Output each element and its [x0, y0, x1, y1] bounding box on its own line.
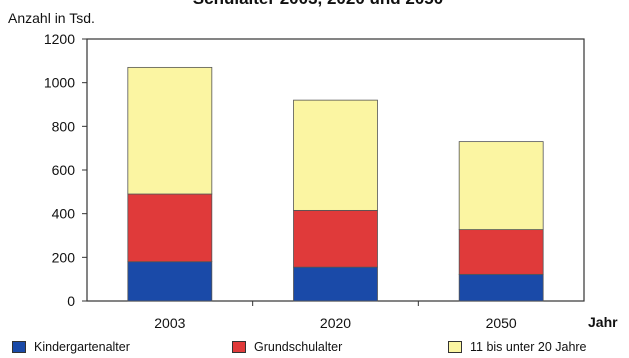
legend-swatch [232, 341, 246, 353]
legend-swatch [12, 341, 26, 353]
legend-label: Grundschulalter [254, 340, 343, 354]
bar-segment-2050-series-2 [458, 141, 544, 231]
chart-title: Schulalter 2003, 2020 und 2050 [193, 0, 443, 8]
y-tick-label: 200 [52, 249, 76, 265]
bar-segment-2020-series-2 [293, 99, 378, 211]
y-tick-label: 0 [67, 293, 75, 309]
bar-segment-2020-series-1 [293, 209, 378, 268]
y-tick-label: 1000 [44, 75, 75, 91]
y-tick-label: 1200 [44, 31, 75, 47]
legend-item-kindergartenalter: Kindergartenalter [12, 340, 130, 354]
legend-label: 11 bis unter 20 Jahre [470, 340, 587, 354]
x-tick-label: 2003 [154, 315, 185, 331]
bar-segment-2003-series-2 [127, 66, 213, 195]
y-tick-label: 400 [52, 206, 76, 222]
x-axis-label: Jahr [588, 314, 618, 330]
y-tick-label: 800 [52, 118, 76, 134]
legend-swatch [448, 341, 462, 353]
x-tick-label: 2020 [320, 315, 351, 331]
legend-item-11-bis-unter-20-jahre: 11 bis unter 20 Jahre [448, 340, 587, 354]
bar-segment-2050-series-1 [458, 229, 544, 275]
x-tick-label: 2050 [486, 315, 517, 331]
bar-segment-2020-series-0 [293, 266, 378, 302]
bar-segment-2003-series-1 [127, 193, 213, 263]
y-axis-label: Anzahl in Tsd. [8, 10, 95, 26]
legend-label: Kindergartenalter [34, 340, 130, 354]
bar-segment-2050-series-0 [458, 273, 544, 302]
y-tick-label: 600 [52, 162, 76, 178]
legend-item-grundschulalter: Grundschulalter [232, 340, 342, 354]
legend: Kindergartenalter Grundschulalter 11 bis… [0, 338, 629, 358]
bar-segment-2003-series-0 [127, 261, 213, 302]
